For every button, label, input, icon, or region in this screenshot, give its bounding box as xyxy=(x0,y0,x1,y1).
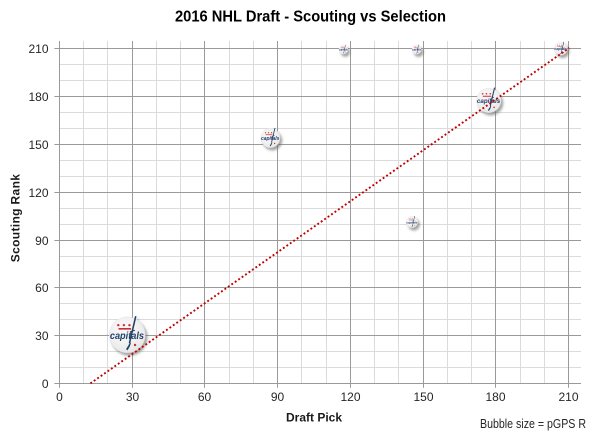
svg-text:30: 30 xyxy=(126,390,140,404)
svg-text:90: 90 xyxy=(271,390,285,404)
svg-text:120: 120 xyxy=(28,186,48,200)
svg-text:150: 150 xyxy=(28,138,48,152)
svg-text:Scouting Rank: Scouting Rank xyxy=(9,174,23,263)
svg-text:120: 120 xyxy=(340,390,360,404)
svg-text:0: 0 xyxy=(56,390,63,404)
svg-text:30: 30 xyxy=(35,329,49,343)
svg-text:0: 0 xyxy=(42,377,49,391)
svg-text:90: 90 xyxy=(35,234,49,248)
svg-text:Bubble size = pGPS R: Bubble size = pGPS R xyxy=(480,417,586,431)
svg-text:150: 150 xyxy=(413,390,433,404)
svg-text:60: 60 xyxy=(198,390,212,404)
svg-text:2016 NHL Draft - Scouting vs S: 2016 NHL Draft - Scouting vs Selection xyxy=(175,9,446,26)
svg-text:180: 180 xyxy=(485,390,505,404)
svg-text:180: 180 xyxy=(28,90,48,104)
svg-text:60: 60 xyxy=(35,281,49,295)
svg-text:Draft Pick: Draft Pick xyxy=(286,411,342,425)
svg-text:210: 210 xyxy=(558,390,578,404)
svg-text:210: 210 xyxy=(28,42,48,56)
